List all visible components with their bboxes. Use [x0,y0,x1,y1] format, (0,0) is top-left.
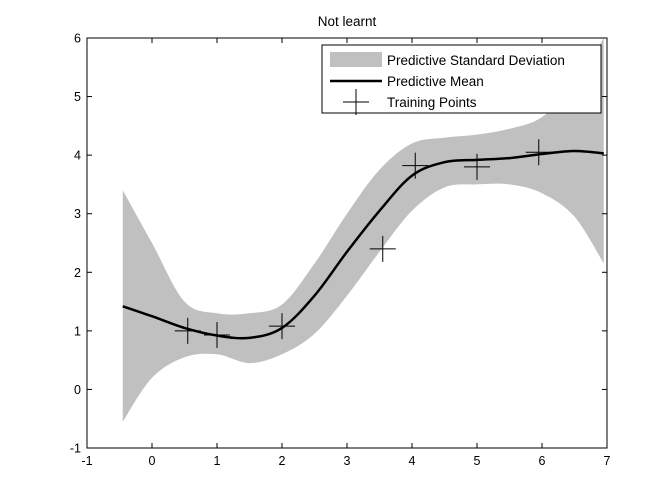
training-point [464,153,490,180]
y-tick-label: 1 [74,324,81,338]
x-tick-label: 7 [604,454,611,468]
plot-content [122,38,604,422]
y-tick-label: -1 [70,442,81,456]
x-tick-label: 1 [214,454,221,468]
training-point [174,317,201,344]
y-tick-label: 4 [74,149,81,163]
legend: Predictive Standard Deviation Predictive … [321,44,602,115]
legend-entry-label: Predictive Mean [387,74,484,89]
x-tick-label: 4 [409,454,416,468]
training-point [369,235,396,262]
legend-swatch-band [330,52,382,67]
y-tick-label: 3 [74,207,81,221]
legend-entry-label: Predictive Standard Deviation [387,53,565,68]
x-tick-label: 2 [279,454,286,468]
x-tick-label: 0 [149,454,156,468]
chart-title: Not learnt [318,14,377,29]
predictive-mean-line [122,149,604,340]
x-tick-label: 6 [539,454,546,468]
training-point [204,321,230,348]
training-point [525,139,552,166]
x-tick-label: 5 [474,454,481,468]
y-tick-label: 2 [74,266,81,280]
legend-entry-label: Training Points [387,95,477,110]
training-point [269,313,295,340]
y-tick-label: 6 [74,32,81,46]
y-tick-label: 5 [74,90,81,104]
x-tick-label: 3 [344,454,351,468]
x-tick-label: -1 [81,454,92,468]
y-tick-label: 0 [74,383,81,397]
training-point [402,152,429,179]
